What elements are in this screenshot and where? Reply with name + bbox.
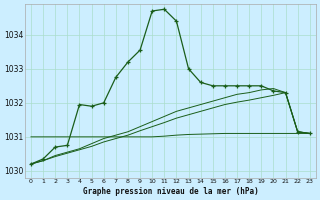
- X-axis label: Graphe pression niveau de la mer (hPa): Graphe pression niveau de la mer (hPa): [83, 187, 258, 196]
